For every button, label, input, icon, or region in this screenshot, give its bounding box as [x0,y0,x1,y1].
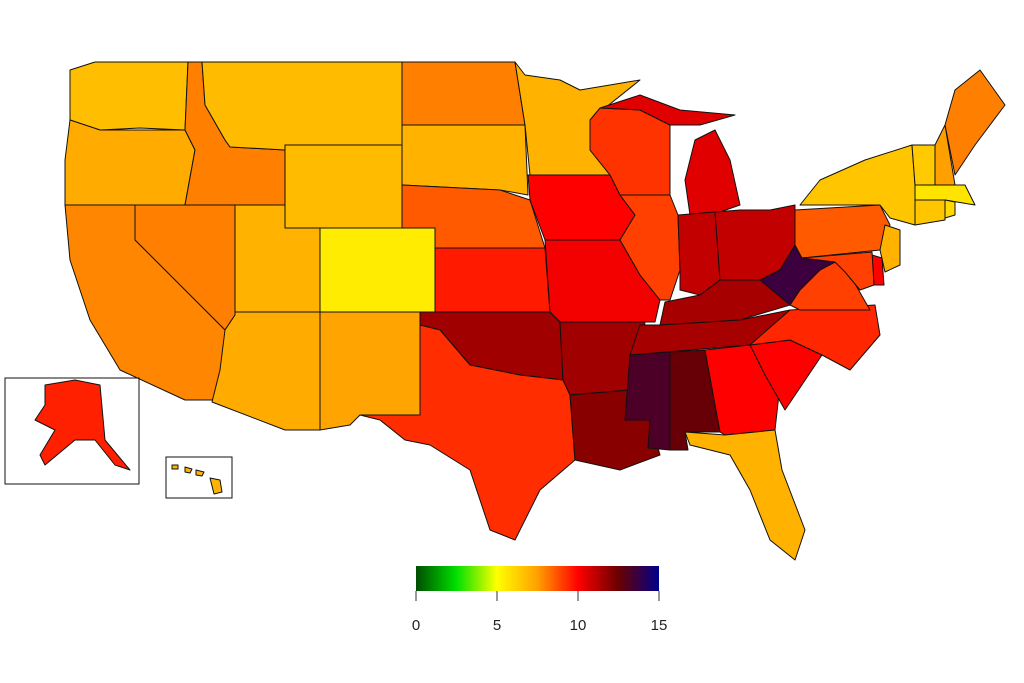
state-nj [879,224,901,273]
color-legend: 0 5 10 15 [412,566,668,634]
hawaii-inset-frame [165,456,233,499]
state-hi [171,464,179,470]
state-ak [34,379,131,471]
state-hi [209,477,223,495]
state-az [211,311,321,431]
state-wa [69,61,189,131]
state-pa [794,204,891,259]
state-il [619,194,681,301]
state-sd [401,124,529,196]
legend-color-bar [416,566,659,591]
state-nd [401,61,526,126]
legend-tick-label: 10 [570,617,587,634]
state-mt [201,61,403,151]
state-or [64,119,196,206]
state-fl [684,429,806,561]
legend-tick-label: 5 [493,617,501,634]
state-nm [319,311,421,431]
state-me [944,69,1006,176]
state-ri [944,199,956,219]
state-co [319,227,436,313]
states-layer [34,61,1006,561]
state-hi [195,469,205,477]
state-vt [911,144,936,186]
legend-tick-label: 0 [412,617,420,634]
state-md [801,251,875,291]
state-mi [599,94,736,126]
alaska-inset-frame [4,377,140,485]
state-in [677,211,721,296]
insets-layer [4,377,233,499]
state-mi [684,129,741,216]
state-tx [359,324,576,541]
state-ct [914,199,946,226]
state-ks [434,247,551,313]
state-wy [284,144,403,229]
state-hi [184,466,193,474]
legend-tick-label: 15 [651,617,668,634]
